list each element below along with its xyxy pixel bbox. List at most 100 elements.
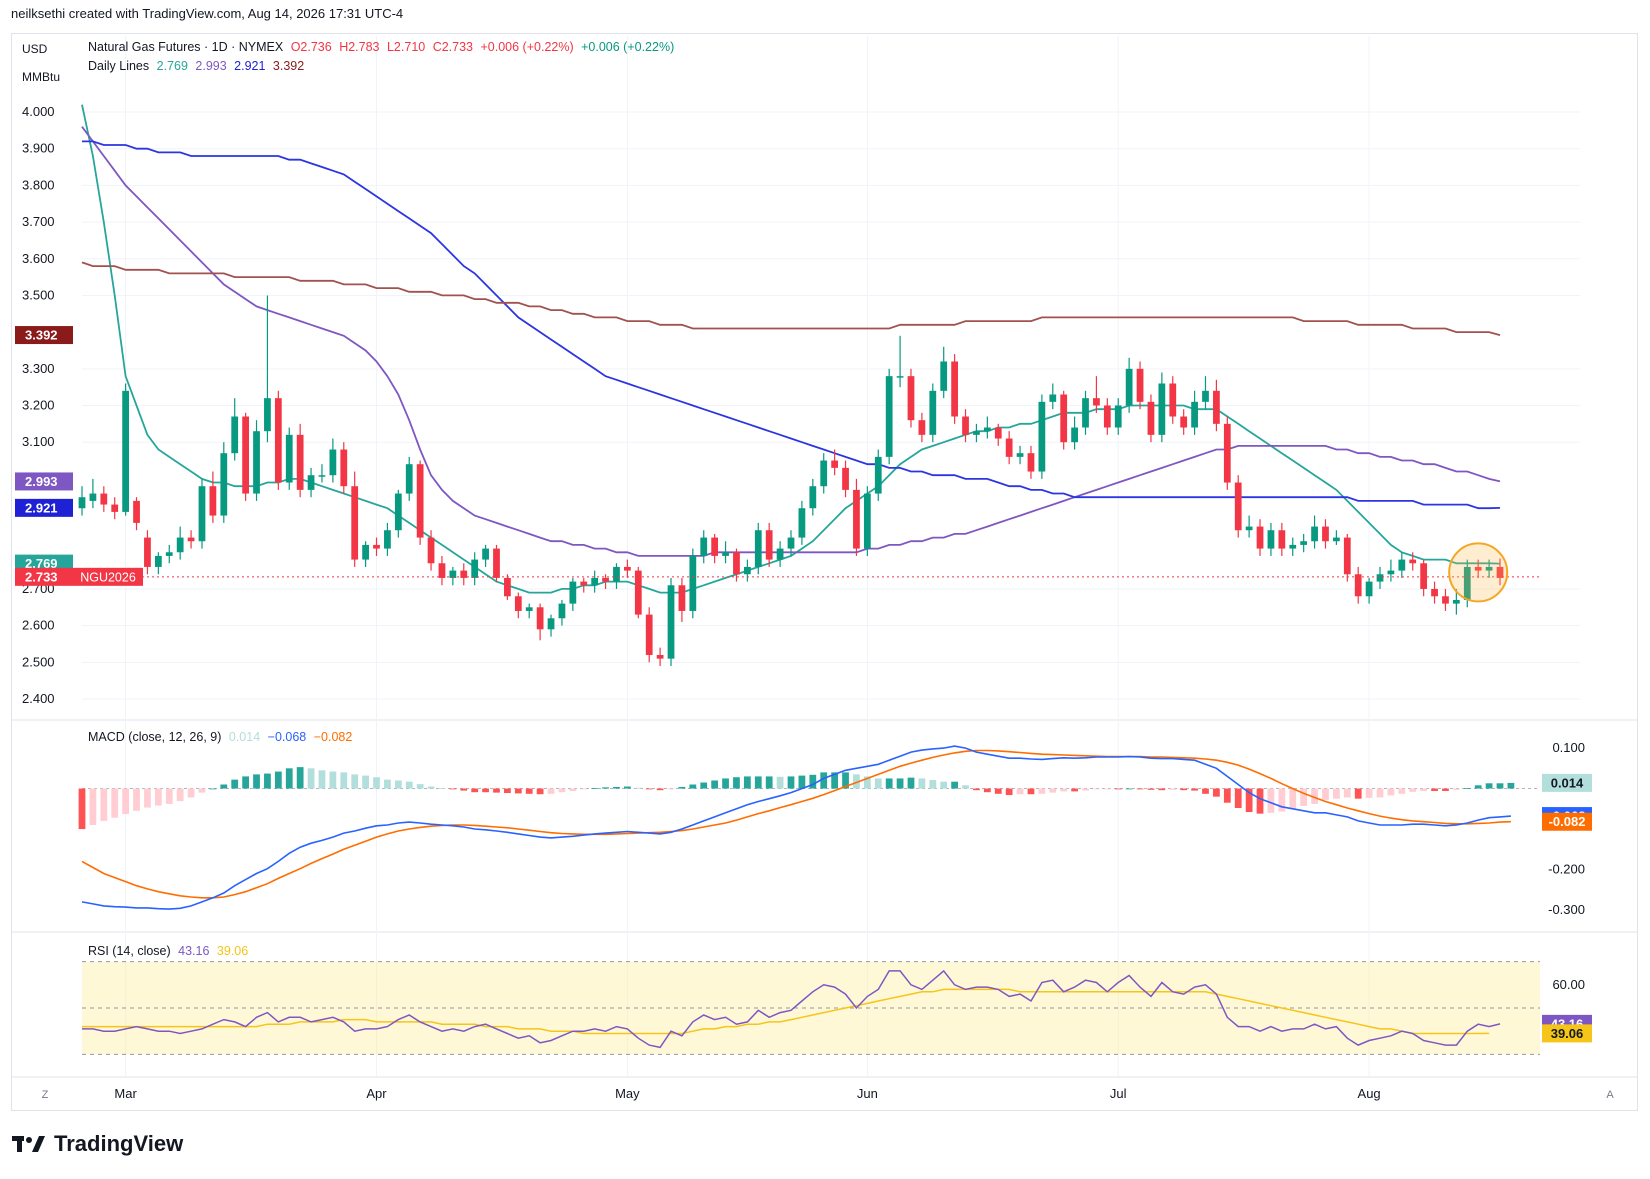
candle-body: [515, 596, 522, 611]
sma20-value: 2.769: [157, 59, 188, 73]
candle-body: [504, 578, 511, 596]
time-axis-tick-label: Mar: [114, 1086, 137, 1101]
candle-body: [526, 607, 533, 611]
candle: [689, 549, 696, 619]
macd-histogram-bar: [133, 789, 140, 811]
macd-histogram-bar: [1486, 783, 1493, 788]
macd-histogram-bar: [1071, 789, 1078, 792]
candle: [329, 439, 336, 483]
candle-body: [1398, 560, 1405, 571]
macd-histogram-bar: [962, 785, 969, 788]
currency-label: USD: [22, 42, 47, 56]
candle-body: [1126, 369, 1133, 406]
candle-body: [744, 567, 751, 574]
macd-histogram-bar: [624, 787, 631, 789]
macd-histogram-bar: [788, 776, 795, 788]
macd-histogram-bar: [919, 778, 926, 788]
macd-histogram-bar: [1475, 785, 1482, 788]
candle: [1115, 398, 1122, 435]
candle: [1126, 358, 1133, 413]
candle: [624, 560, 631, 578]
candle-body: [1278, 530, 1285, 548]
rsi-label[interactable]: RSI (14, close): [88, 944, 171, 958]
candle: [1202, 376, 1209, 409]
macd-histogram-bar: [984, 789, 991, 793]
candle-body: [1431, 589, 1438, 596]
candle-body: [264, 398, 271, 431]
candle-body: [1148, 402, 1155, 435]
macd-histogram-bar: [679, 787, 686, 789]
macd-histogram-bar: [1268, 789, 1275, 813]
macd-histogram-bar: [1126, 789, 1133, 790]
macd-histogram-bar: [799, 776, 806, 789]
candle-body: [1453, 600, 1460, 604]
candle: [722, 541, 729, 563]
daily-lines-label[interactable]: Daily Lines: [88, 59, 149, 73]
macd-histogram-bar: [1257, 789, 1264, 814]
price-axis-tick-label: 3.100: [22, 434, 55, 449]
candle-body: [220, 453, 227, 515]
macd-histogram-bar: [809, 775, 816, 789]
macd-histogram-bar: [602, 787, 609, 788]
candle-body: [1268, 530, 1275, 548]
macd-histogram-bar: [242, 776, 249, 788]
candle-body: [493, 549, 500, 578]
candle: [1158, 372, 1165, 442]
sma-200-line: [82, 262, 1500, 335]
candle: [1278, 523, 1285, 556]
candle: [1028, 446, 1035, 479]
candle-body: [482, 549, 489, 560]
macd-histogram-bar: [733, 777, 740, 788]
candle-body: [951, 361, 958, 416]
sma-100-line: [82, 141, 1500, 508]
price-axis-tick-label: 3.600: [22, 251, 55, 266]
candle-body: [1093, 398, 1100, 405]
candle: [897, 336, 904, 387]
candle: [569, 578, 576, 611]
candle: [144, 530, 151, 574]
macd-histogram-bar: [406, 782, 413, 789]
rsi-value: 43.16: [178, 944, 209, 958]
sma50-value: 2.993: [195, 59, 226, 73]
tradingview-logo-icon: [12, 1134, 48, 1154]
candle-body: [613, 567, 620, 582]
candle-body: [373, 545, 380, 549]
legend-change-2: +0.006 (+0.22%): [581, 40, 674, 54]
candle: [1093, 376, 1100, 413]
candle-body: [1202, 391, 1209, 402]
candle: [929, 383, 936, 442]
macd-histogram-bar: [929, 780, 936, 788]
macd-histogram-bar: [995, 789, 1002, 794]
macd-histogram-bar: [1235, 789, 1242, 808]
candle: [809, 479, 816, 516]
candle-body: [908, 376, 915, 420]
candle: [242, 413, 249, 501]
candle: [111, 497, 118, 519]
candle: [908, 369, 915, 428]
candle: [1289, 538, 1296, 556]
candle-body: [242, 417, 249, 494]
macd-label[interactable]: MACD (close, 12, 26, 9): [88, 730, 221, 744]
candle: [417, 461, 424, 545]
candle-body: [1442, 596, 1449, 603]
time-axis-tick-label: Apr: [366, 1086, 387, 1101]
symbol-title[interactable]: Natural Gas Futures · 1D · NYMEX: [88, 40, 283, 54]
candle-body: [842, 468, 849, 490]
macd-axis-tick-label: 0.100: [1552, 740, 1585, 755]
candle-body: [362, 545, 369, 560]
macd-histogram-bar: [1115, 789, 1122, 790]
price-axis-tick-label: 3.900: [22, 141, 55, 156]
candle: [275, 391, 282, 490]
candle: [210, 472, 217, 523]
macd-histogram-bar: [79, 789, 86, 829]
candle: [766, 523, 773, 567]
candle: [1311, 516, 1318, 549]
candle: [962, 409, 969, 442]
macd-axis-tick-label: -0.300: [1548, 902, 1585, 917]
macd-histogram-bar: [111, 789, 118, 818]
macd-histogram-bar: [428, 787, 435, 789]
macd-hist-value: 0.014: [229, 730, 260, 744]
macd-histogram-bar: [1006, 789, 1013, 795]
macd-histogram-bar: [395, 780, 402, 788]
